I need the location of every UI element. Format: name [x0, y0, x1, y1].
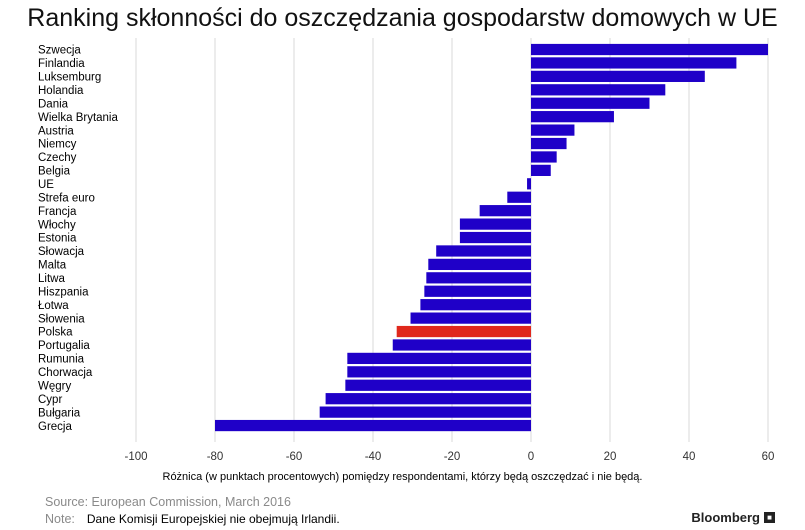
category-label: Portugalia	[38, 340, 90, 352]
bar	[531, 151, 557, 163]
x-tick-label: 60	[762, 451, 775, 463]
bar	[424, 285, 531, 297]
bar	[436, 245, 531, 257]
category-label: Bułgaria	[38, 407, 81, 419]
category-label: Wielka Brytania	[38, 112, 118, 124]
category-label: Hiszpania	[38, 286, 89, 298]
category-label: Luksemburg	[38, 72, 101, 84]
bar	[479, 205, 531, 217]
x-tick-label: 0	[528, 451, 534, 463]
bar	[531, 57, 737, 69]
x-tick-label: -100	[124, 451, 147, 463]
category-label: Litwa	[38, 273, 65, 285]
brand-logo: Bloomberg ■	[691, 510, 775, 525]
x-tick-label: 40	[683, 451, 696, 463]
x-tick-label: -60	[286, 451, 303, 463]
category-label: Słowenia	[38, 313, 85, 325]
category-label: Finlandia	[38, 58, 85, 70]
category-label: Dania	[38, 98, 69, 110]
source-text: Source: European Commission, March 2016	[45, 495, 291, 509]
x-tick-label: -20	[444, 451, 461, 463]
x-tick-label: -80	[207, 451, 224, 463]
bar	[531, 137, 567, 150]
x-tick-labels: -100 -80 -60 -40 -20 0 20 40 60	[124, 451, 774, 463]
bar	[215, 419, 531, 432]
bar	[507, 191, 531, 203]
bar	[319, 406, 531, 418]
bar	[459, 231, 531, 244]
bar	[531, 84, 666, 96]
bar	[527, 178, 531, 190]
bar	[347, 352, 531, 365]
bars	[215, 43, 768, 432]
bar	[426, 272, 531, 284]
category-label: Polska	[38, 327, 73, 339]
bloomberg-mark-icon: ■	[764, 512, 775, 523]
category-label: Szwecja	[38, 45, 81, 57]
bar	[392, 339, 531, 351]
bar	[531, 111, 614, 123]
note-text: Dane Komisji Europejskiej nie obejmują I…	[86, 512, 340, 526]
x-tick-label: 20	[604, 451, 617, 463]
category-label: Malta	[38, 260, 67, 272]
category-label: Cypr	[38, 394, 62, 406]
bar	[531, 97, 650, 109]
category-label: UE	[38, 179, 54, 191]
bar	[345, 379, 531, 391]
note-label: Note:	[45, 512, 75, 526]
category-label: Grecja	[38, 421, 72, 433]
category-label: Austria	[38, 125, 74, 137]
category-label: Czechy	[38, 152, 77, 164]
bar	[459, 218, 531, 230]
x-tick-label: -40	[365, 451, 382, 463]
bar	[531, 70, 705, 82]
category-label: Węgry	[38, 380, 71, 392]
bar	[531, 124, 575, 136]
bar	[325, 393, 531, 405]
note: Note: Dane Komisji Europejskiej nie obejm…	[45, 512, 340, 526]
category-label: Francja	[38, 206, 77, 218]
x-axis-label: Różnica (w punktach procentowych) pomięd…	[162, 471, 643, 483]
category-label: Łotwa	[38, 300, 69, 312]
category-label: Niemcy	[38, 139, 77, 151]
brand-name: Bloomberg	[691, 510, 760, 525]
category-label: Estonia	[38, 233, 77, 245]
category-label: Belgia	[38, 166, 71, 178]
category-label: Włochy	[38, 219, 76, 231]
bar	[531, 164, 551, 176]
bar	[396, 325, 531, 338]
bar	[420, 299, 531, 311]
bar	[347, 366, 531, 378]
bar	[410, 312, 531, 324]
category-label: Rumunia	[38, 354, 85, 366]
category-label: Holandia	[38, 85, 84, 97]
category-label: Chorwacja	[38, 367, 93, 379]
bar	[531, 43, 768, 56]
category-label: Strefa euro	[38, 192, 95, 204]
chart-title: Ranking skłonności do oszczędzania gospo…	[27, 4, 778, 32]
bar	[428, 258, 531, 271]
category-label: Słowacja	[38, 246, 85, 258]
